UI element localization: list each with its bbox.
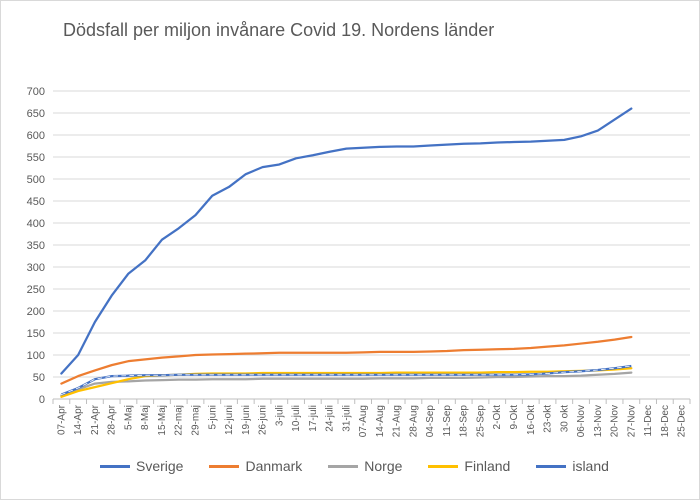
- x-tick-label: 27-Nov: [626, 405, 637, 437]
- x-tick-label: 18-Sep: [459, 405, 470, 438]
- x-tick-label: 13-Nov: [593, 405, 604, 437]
- x-tick-label: 12-juni: [224, 405, 235, 435]
- x-tick-label: 24-juli: [325, 405, 336, 432]
- y-tick-label: 150: [27, 328, 45, 340]
- x-tick-label: 11-Sep: [442, 405, 453, 437]
- x-tick-label: 25-Sep: [475, 405, 486, 438]
- y-tick-label: 50: [33, 372, 45, 384]
- series-line-sverige: [60, 107, 633, 375]
- x-tick-label: 20-Nov: [610, 405, 621, 437]
- y-tick-label: 600: [27, 130, 45, 142]
- gridlines: [53, 90, 690, 378]
- y-tick-label: 500: [27, 174, 45, 186]
- y-tick-label: 300: [27, 262, 45, 274]
- x-tick-label: 21-Aug: [392, 405, 403, 437]
- x-tick-label: 21-Apr: [90, 404, 101, 435]
- x-tick-label: 07-Aug: [358, 405, 369, 437]
- x-tick-label: 30 okt: [559, 405, 570, 432]
- y-tick-label: 400: [27, 218, 45, 230]
- x-tick-label: 14-Aug: [375, 405, 386, 437]
- y-tick-label: 700: [27, 86, 45, 98]
- y-tick-label: 450: [27, 196, 45, 208]
- x-tick-label: 5-juni: [207, 405, 218, 429]
- y-tick-label: 550: [27, 152, 45, 164]
- legend-swatch: [100, 464, 130, 468]
- x-tick-label: 18-Dec: [660, 405, 671, 437]
- legend-item-sverige: Sverige: [100, 458, 183, 474]
- legend-swatch: [536, 464, 567, 468]
- series-line-norge: [60, 371, 633, 397]
- x-tick-label: 26-juni: [258, 405, 269, 435]
- x-tick-label: 5-Maj: [123, 405, 134, 430]
- x-tick-label: 25-Dec: [677, 405, 688, 437]
- x-tick-label: 2-Okt: [492, 405, 503, 430]
- legend-swatch: [209, 464, 240, 468]
- x-tick-label: 16-Okt: [526, 405, 537, 435]
- y-tick-label: 0: [39, 394, 45, 406]
- x-tick-label: 9-Okt: [509, 405, 520, 430]
- x-tick-label: 28-Aug: [408, 405, 419, 437]
- legend-item-danmark: Danmark: [209, 458, 302, 474]
- chart-title: Dödsfall per miljon invånare Covid 19. N…: [63, 20, 495, 40]
- legend-label: island: [572, 458, 609, 474]
- legend-item-finland: Finland: [428, 458, 510, 474]
- x-tick-label: 06-Nov: [576, 405, 587, 437]
- x-tick-label: 31-juli: [341, 405, 352, 432]
- x-tick-label: 22-maj: [174, 405, 185, 436]
- legend-label: Finland: [464, 458, 511, 474]
- legend-item-island: island: [536, 458, 609, 474]
- legend: Sverige Danmark Norge Finland island: [100, 458, 635, 474]
- x-tick-label: 10-juli: [291, 405, 302, 432]
- y-axis-ticks: 0 50 100 150 200 250 300 350 400 450 500 550 600 650 7…: [27, 86, 45, 406]
- legend-swatch: [428, 464, 459, 468]
- x-tick-label: 15-Maj: [157, 405, 168, 436]
- y-tick-label: 100: [27, 350, 45, 362]
- series-line-island-dash: [60, 365, 632, 395]
- x-tick-label: 19-juni: [241, 405, 252, 435]
- legend-label: Sverige: [136, 458, 184, 474]
- x-tick-label: 8-Maj: [140, 405, 151, 430]
- x-tick-label: 29-maj: [190, 405, 201, 436]
- x-tick-label: 28-Apr: [107, 404, 118, 435]
- y-tick-label: 350: [27, 240, 45, 252]
- x-axis-ticks: 07-Apr 14-Apr 21-Apr 28-Apr 5-Maj 8-Maj 15-Maj…: [52, 399, 691, 438]
- legend-label: Norge: [364, 458, 403, 474]
- x-tick-label: 14-Apr: [73, 404, 84, 435]
- legend-item-norge: Norge: [328, 458, 402, 474]
- x-tick-label: 11-Dec: [643, 405, 654, 437]
- x-tick-label: 3-juli: [274, 405, 285, 426]
- y-tick-label: 650: [27, 108, 45, 120]
- x-tick-label: 17-juli: [308, 405, 319, 432]
- x-tick-label: 07-Apr: [56, 404, 67, 435]
- series-lines: [60, 107, 633, 398]
- y-tick-label: 200: [27, 306, 45, 318]
- series-line-danmark: [60, 335, 633, 385]
- y-tick-label: 250: [27, 284, 45, 296]
- x-tick-label: 23-okt: [543, 405, 554, 433]
- legend-label: Danmark: [245, 458, 303, 474]
- x-tick-label: 04-Sep: [425, 405, 436, 438]
- legend-swatch: [328, 464, 359, 468]
